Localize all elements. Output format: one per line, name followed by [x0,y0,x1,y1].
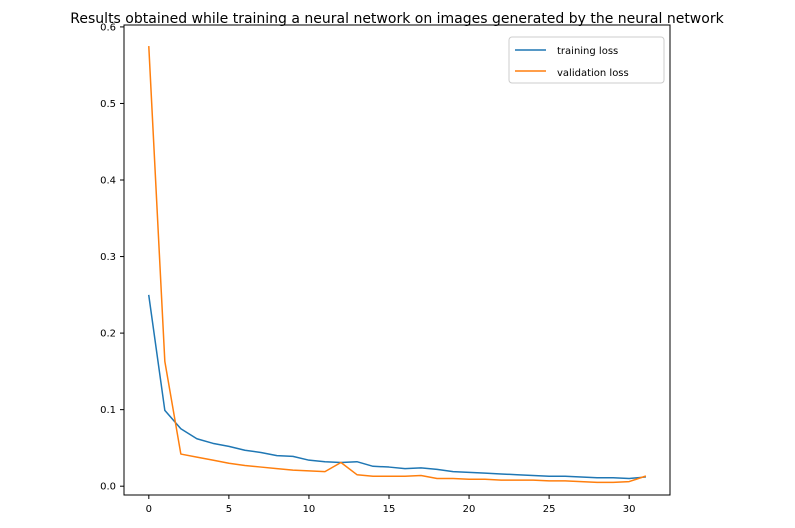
x-tick-label: 15 [383,504,396,515]
x-tick-label: 30 [623,504,636,515]
y-tick-label: 0.6 [100,22,116,33]
x-tick-label: 20 [463,504,476,515]
legend-label-validation-loss: validation loss [557,68,629,79]
y-tick-label: 0.0 [100,482,116,493]
legend-box [508,36,665,84]
series-line-training-loss [147,294,646,480]
x-tick-label: 0 [146,504,152,515]
series-line-validation-loss [148,46,647,484]
series-lines [147,46,647,484]
y-tick-label: 0.1 [100,405,116,416]
y-tick-label: 0.2 [100,329,116,340]
legend: training loss validation loss [508,36,665,84]
chart-title: Results obtained while training a neural… [70,11,724,27]
y-tick-label: 0.3 [100,252,116,263]
legend-label-training-loss: training loss [557,46,618,57]
x-tick-label: 25 [543,504,556,515]
axis-ticks: 0 5 10 15 20 25 30 0.0 0.1 0.2 0.3 0.4 0.5 0.6 [100,22,635,515]
plot-area-frame [123,24,671,496]
y-tick-label: 0.5 [100,99,116,110]
x-tick-label: 5 [226,504,232,515]
x-tick-label: 10 [303,504,316,515]
y-tick-label: 0.4 [100,176,116,187]
